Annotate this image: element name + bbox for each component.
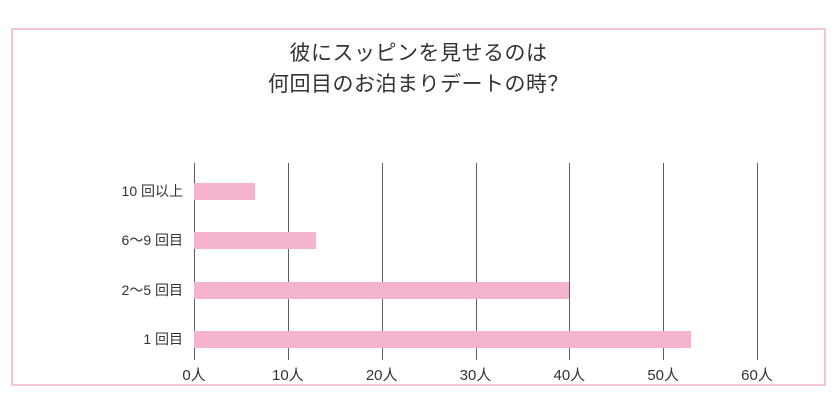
bar-row bbox=[194, 281, 757, 299]
gridline-20 bbox=[381, 163, 383, 360]
chart-title: 彼にスッピンを見せるのは 何回目のお泊まりデートの時？ bbox=[268, 42, 569, 96]
category-axis-labels: 10 回以上 6〜9 回目 2〜5 回目 1 回目 bbox=[18, 163, 183, 360]
category-label: 2〜5 回目 bbox=[121, 281, 183, 298]
x-tick-label: 0人 bbox=[182, 367, 206, 384]
x-tick-label: 50人 bbox=[647, 367, 679, 384]
bar-row bbox=[194, 232, 757, 250]
bar bbox=[194, 281, 570, 299]
chart-card: 彼にスッピンを見せるのは 何回目のお泊まりデートの時？ 10 回以上 6〜9 回目… bbox=[11, 28, 826, 386]
x-tick-label: 20人 bbox=[365, 367, 398, 384]
category-label: 10 回以上 bbox=[121, 183, 183, 200]
bar-row bbox=[194, 183, 757, 201]
category-label: 1 回目 bbox=[143, 330, 183, 347]
x-tick-label: 10人 bbox=[271, 367, 304, 384]
x-tick-label: 60人 bbox=[741, 367, 773, 384]
gridline-50 bbox=[663, 163, 665, 360]
gridline-30 bbox=[475, 163, 477, 360]
bar bbox=[194, 330, 692, 348]
value-axis-labels: 0人 10人 20人 30人 40人 50人 60人 bbox=[182, 366, 773, 390]
bar bbox=[194, 232, 316, 250]
bar bbox=[194, 183, 255, 201]
plot-area bbox=[194, 163, 758, 360]
x-tick-label: 30人 bbox=[459, 367, 492, 384]
gridline-10 bbox=[287, 163, 289, 360]
x-tick-label: 40人 bbox=[553, 367, 586, 384]
gridline-60 bbox=[757, 163, 758, 360]
bar-row bbox=[194, 330, 757, 348]
gridline-40 bbox=[569, 163, 571, 360]
category-label: 6〜9 回目 bbox=[121, 232, 183, 249]
gridline-0 bbox=[194, 163, 195, 360]
